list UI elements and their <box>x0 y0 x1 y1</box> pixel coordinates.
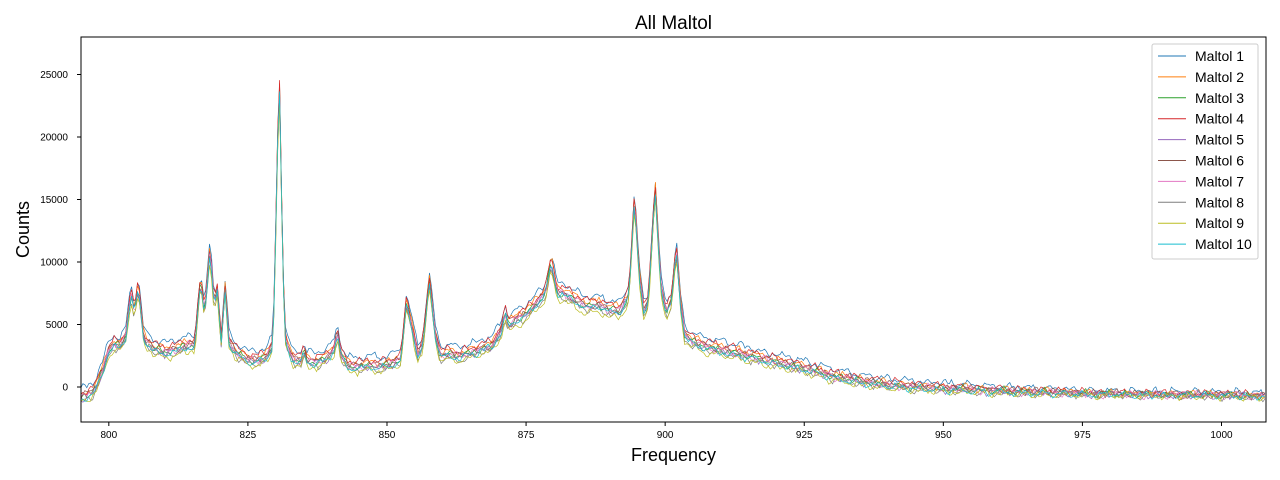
legend-entry: Maltol 5 <box>1195 132 1244 148</box>
series-line-1 <box>81 84 1265 398</box>
legend-entry: Maltol 2 <box>1195 69 1244 85</box>
y-tick-label: 20000 <box>40 133 68 144</box>
series-line-5 <box>81 93 1266 403</box>
y-tick-label: 10000 <box>40 258 68 269</box>
x-tick-label: 950 <box>935 430 952 441</box>
x-tick-label: 825 <box>240 430 257 441</box>
legend-entry: Maltol 3 <box>1195 90 1244 106</box>
legend-entry: Maltol 4 <box>1195 111 1244 127</box>
x-tick-label: 900 <box>657 430 674 441</box>
plot-frame <box>80 36 1267 423</box>
x-tick-label: 925 <box>796 430 813 441</box>
legend: Maltol 1 Maltol 2 Maltol 3 Maltol 4 Maltol 5… <box>1151 43 1259 260</box>
legend-entry: Maltol 8 <box>1195 194 1244 210</box>
y-tick-label: 0 <box>62 383 68 394</box>
series-line-4 <box>81 80 1266 399</box>
y-axis-label: Counts <box>13 201 33 258</box>
legend-entry: Maltol 6 <box>1195 153 1244 169</box>
series-line-2 <box>81 83 1266 400</box>
legend-entry: Maltol 1 <box>1195 48 1244 64</box>
legend-entry: Maltol 9 <box>1195 215 1244 231</box>
y-tick-label: 5000 <box>46 320 69 331</box>
plot-area <box>81 80 1266 403</box>
y-tick-label: 15000 <box>40 195 68 206</box>
y-tick-label: 25000 <box>40 70 68 81</box>
x-tick-label: 1000 <box>1210 430 1233 441</box>
series-line-10 <box>81 91 1266 402</box>
legend-entry: Maltol 10 <box>1195 236 1252 252</box>
chart-title: All Maltol <box>635 13 712 34</box>
x-tick-label: 875 <box>518 430 535 441</box>
x-axis: 800 825 850 875 900 925 950 975 1000 <box>100 422 1233 441</box>
legend-entry: Maltol 7 <box>1195 173 1244 189</box>
y-axis: 0 5000 10000 15000 20000 25000 <box>40 70 81 394</box>
x-axis-label: Frequency <box>631 445 716 465</box>
x-tick-label: 975 <box>1074 430 1091 441</box>
x-tick-label: 800 <box>100 430 117 441</box>
x-tick-label: 850 <box>379 430 396 441</box>
